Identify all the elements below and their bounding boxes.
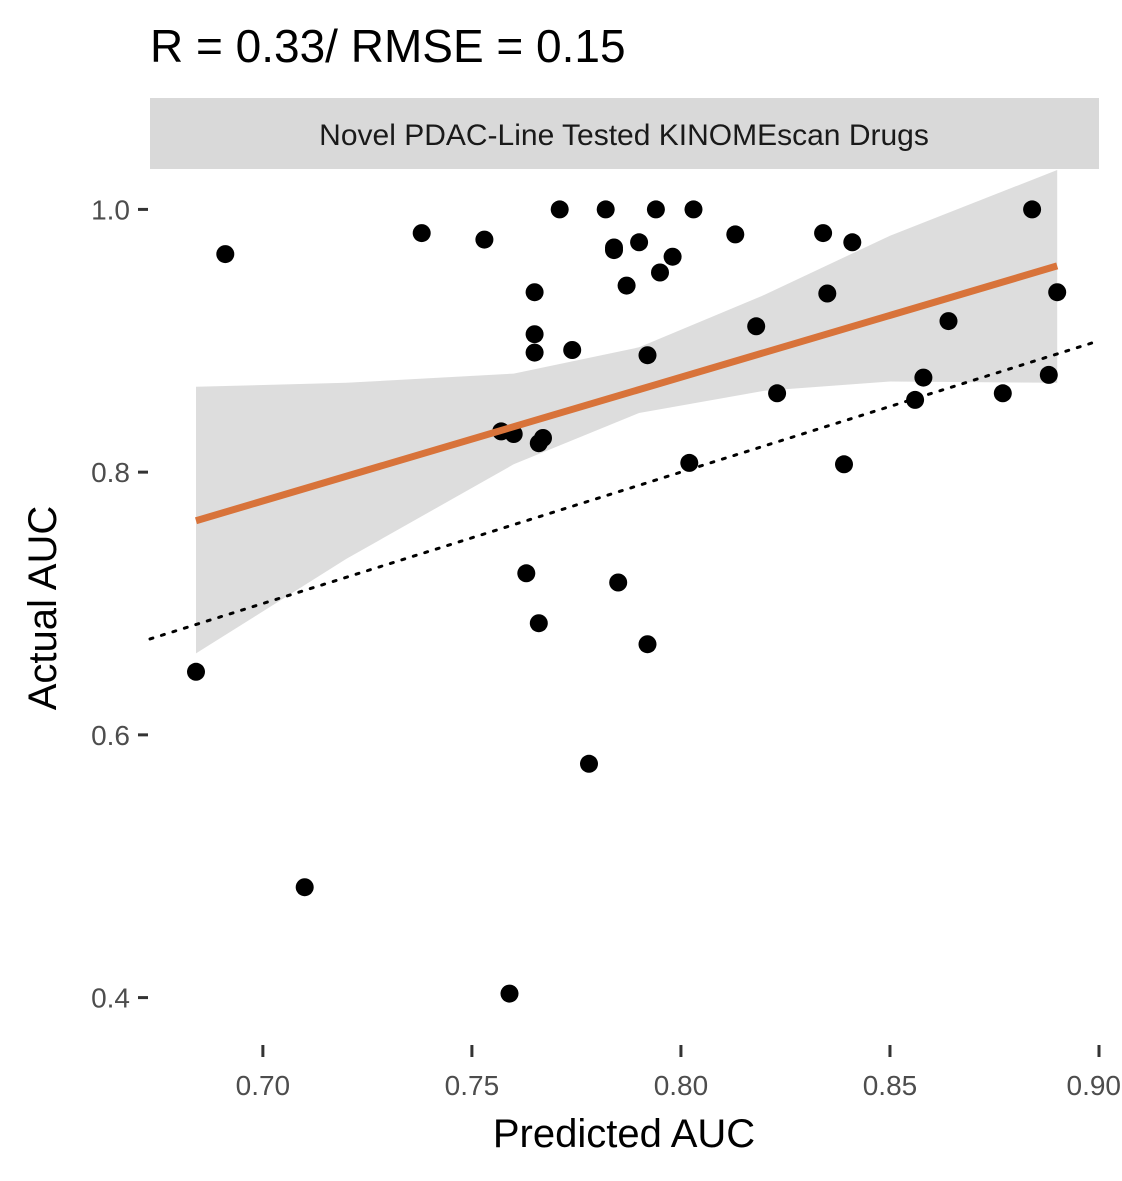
data-point (517, 564, 536, 583)
x-tick-label: 0.75 (445, 1070, 500, 1101)
data-point (914, 368, 933, 387)
data-point (843, 233, 862, 252)
data-point (500, 984, 519, 1003)
confidence-band (196, 170, 1058, 654)
data-point (605, 241, 623, 260)
data-point (1023, 200, 1042, 219)
data-point (525, 343, 544, 362)
plot-panel (148, 170, 1101, 1003)
x-tick-label: 0.70 (236, 1070, 291, 1101)
data-point (534, 429, 552, 447)
x-axis: 0.70 0.75 0.80 0.85 0.90 (236, 1045, 1121, 1101)
data-point (475, 230, 494, 249)
data-point (814, 224, 833, 243)
data-point (906, 390, 925, 409)
facet-strip-label: Novel PDAC-Line Tested KINOMEscan Drugs (319, 119, 929, 152)
data-point (412, 224, 431, 243)
x-tick-label: 0.90 (1067, 1070, 1122, 1101)
data-point (747, 317, 766, 336)
y-axis-title: Actual AUC (21, 506, 65, 711)
facet-strip (150, 98, 1099, 169)
data-point (835, 455, 853, 474)
x-axis-title: Predicted AUC (493, 1112, 755, 1156)
data-point (726, 225, 745, 244)
data-point (525, 325, 544, 344)
data-point (1048, 283, 1067, 302)
data-point (638, 346, 657, 365)
y-tick-label: 0.8 (91, 457, 130, 488)
data-point (295, 878, 314, 897)
data-point (630, 233, 649, 252)
data-point (651, 263, 669, 282)
data-point (646, 200, 665, 219)
data-point (993, 384, 1012, 403)
data-point (580, 754, 598, 773)
x-tick-label: 0.85 (863, 1070, 918, 1101)
y-tick-label: 1.0 (91, 194, 130, 225)
data-point (768, 384, 787, 403)
data-point (663, 247, 682, 266)
data-point (596, 200, 615, 219)
chart-title: R = 0.33/ RMSE = 0.15 (150, 20, 626, 72)
data-point (550, 200, 569, 219)
data-point (939, 312, 958, 331)
data-point (529, 614, 548, 633)
data-point (638, 635, 657, 654)
data-point (684, 200, 703, 219)
x-tick-label: 0.80 (654, 1070, 709, 1101)
data-point (525, 283, 544, 302)
y-tick-label: 0.6 (91, 720, 130, 751)
data-point (680, 453, 699, 472)
y-tick-label: 0.4 (91, 983, 130, 1014)
data-point (187, 662, 205, 681)
data-point (216, 245, 235, 264)
y-axis: 0.4 0.6 0.8 1.0 (91, 194, 148, 1014)
data-point (617, 276, 636, 295)
fit-line (194, 262, 1059, 525)
data-point (563, 341, 582, 359)
data-point (609, 573, 628, 592)
identity-line (148, 339, 1101, 641)
data-point (818, 284, 837, 303)
data-point (1039, 365, 1058, 384)
